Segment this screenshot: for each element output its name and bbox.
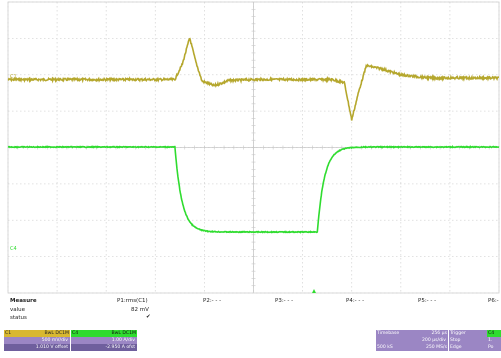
measure-p2-header[interactable]: P2:- - -	[203, 298, 222, 304]
trigger-position-marker[interactable]	[312, 289, 316, 293]
measure-p1-value: 82 mV	[131, 307, 149, 313]
measure-p5-header[interactable]: P5:- - -	[418, 298, 437, 304]
trigger-slope: Po	[488, 345, 494, 350]
trigger-level: 1.	[488, 338, 493, 343]
channel-1-offset: 1.010 V offset	[35, 345, 68, 350]
measure-status-label: status	[10, 315, 27, 321]
measure-p3-header[interactable]: P3:- - -	[275, 298, 294, 304]
trigger-mode: Stop	[450, 338, 461, 343]
channel-1-waveform	[7, 37, 499, 121]
channel-4-coupling-tag: BwL DC1M	[93, 330, 137, 337]
channel-1-name: C1	[4, 330, 26, 337]
measure-value-label: value	[10, 307, 26, 313]
scope-display: C1 C4	[7, 1, 500, 294]
measure-p6-header[interactable]: P6:-	[488, 298, 499, 304]
channel-1-coupling-tag: BwL DC1M	[26, 330, 70, 337]
timebase-per-div: 200 µs/div	[421, 338, 446, 343]
timebase-descriptor[interactable]: Timebase 256 µs 200 µs/div 500 kS 250 MS…	[376, 330, 448, 351]
channel-4-name: C4	[71, 330, 93, 337]
waveform-grid	[7, 1, 500, 294]
timebase-label: Timebase	[377, 331, 400, 336]
measure-p1-header[interactable]: P1:rms(C1)	[117, 298, 148, 304]
channel-4-descriptor[interactable]: C4 BwL DC1M 1.00 A/div -2.950 A ofst	[71, 330, 137, 351]
trigger-type: Edge	[450, 345, 462, 350]
measure-title: Measure	[10, 298, 37, 304]
measurement-panel: Measure P1:rms(C1) P2:- - - P3:- - - P4:…	[0, 296, 501, 358]
timebase-samples: 500 kS	[377, 345, 393, 350]
measure-p1-status-icon: ✔	[146, 314, 151, 320]
trigger-source-tag: C4	[487, 330, 501, 337]
channel-4-waveform	[7, 144, 500, 234]
timebase-sample-rate: 250 MS/s	[425, 345, 447, 350]
measure-header-row: Measure	[10, 298, 37, 304]
trigger-descriptor[interactable]: Trigger C4 Stop 1. Edge Po	[449, 330, 501, 351]
channel-1-marker[interactable]: C1	[10, 74, 17, 80]
measure-p4-header[interactable]: P4:- - -	[346, 298, 365, 304]
timebase-delay: 256 µs	[431, 331, 447, 336]
channel-4-scale: 1.00 A/div	[111, 338, 135, 343]
trigger-label: Trigger	[450, 331, 466, 336]
channel-4-marker[interactable]: C4	[10, 246, 17, 252]
channel-1-scale: 500 mV/div	[41, 338, 68, 343]
channel-1-descriptor[interactable]: C1 BwL DC1M 500 mV/div 1.010 V offset	[4, 330, 70, 351]
channel-4-offset: -2.950 A ofst	[105, 345, 136, 350]
